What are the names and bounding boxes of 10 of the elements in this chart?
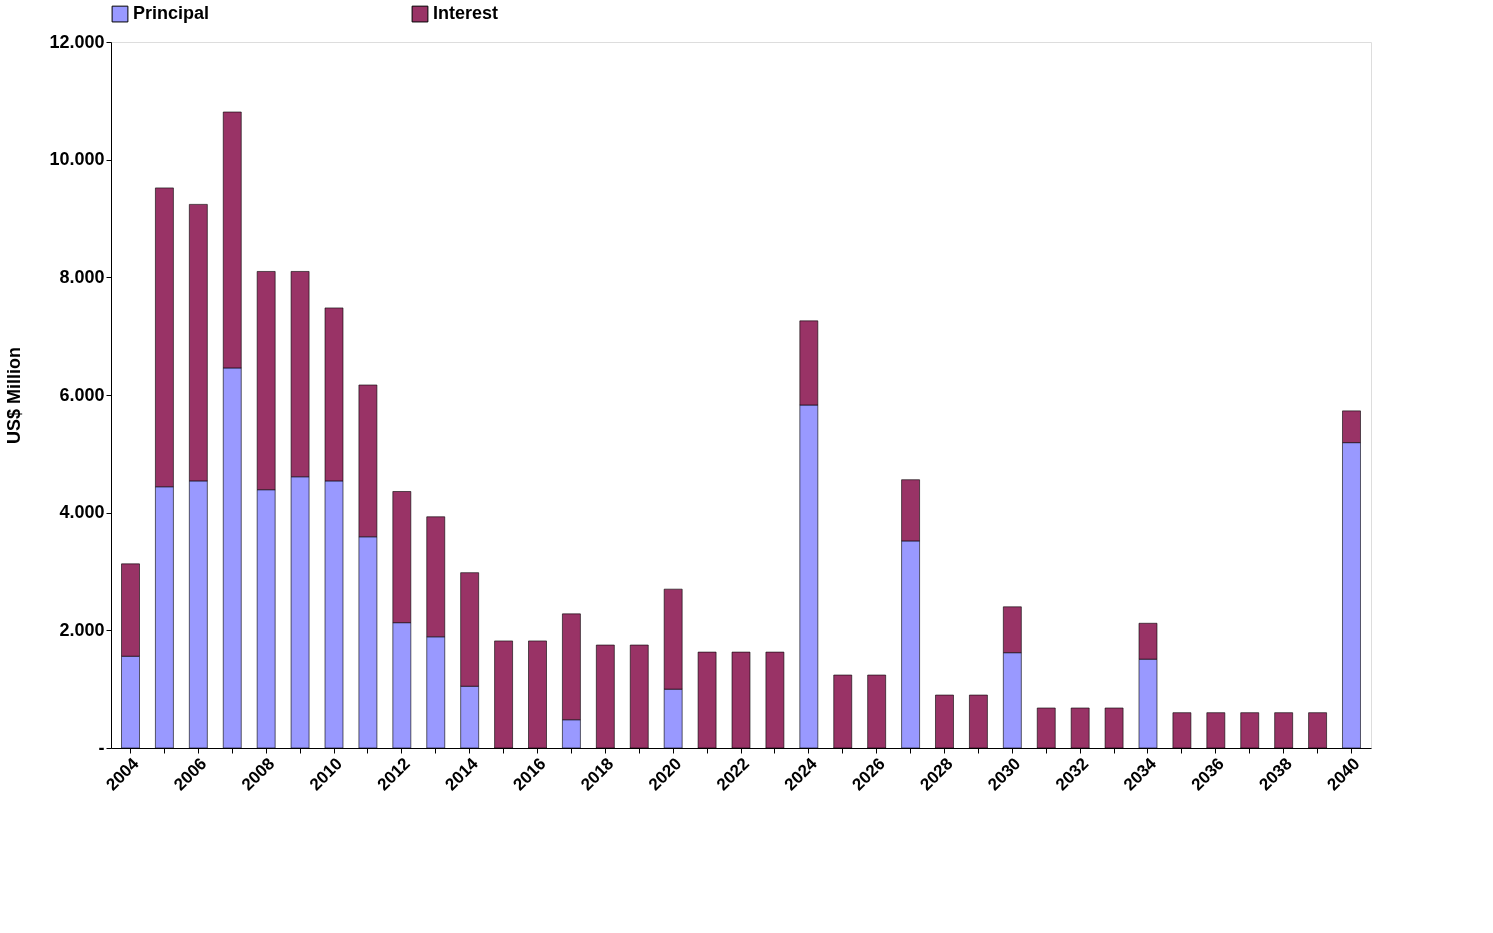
legend-label: Interest [433, 3, 499, 24]
y-tick-label: 10.000 [49, 149, 105, 170]
y-tick-label: 6.000 [59, 384, 105, 405]
y-tick-label: 8.000 [59, 266, 105, 287]
y-tick-label: 12.000 [49, 31, 105, 52]
y-tick-label: - [98, 737, 105, 758]
y-tick-label: 2.000 [59, 619, 105, 640]
y-axis-title: US$ Million [4, 346, 25, 445]
y-tick-label: 4.000 [59, 502, 105, 523]
legend-label: Principal [133, 3, 210, 24]
